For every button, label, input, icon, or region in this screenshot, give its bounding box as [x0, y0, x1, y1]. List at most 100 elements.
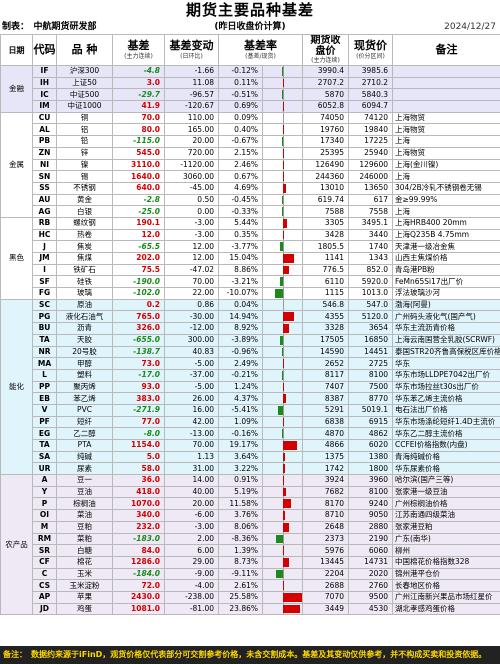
rate-bar-axis: [282, 113, 284, 123]
spot-cell: 4530: [348, 602, 393, 616]
table-row: SA 纯碱 5.0 1.13 3.64% 1375 1380 青海纯碱价格: [1, 450, 500, 464]
name-cell: 苯乙烯: [56, 392, 113, 405]
header-rate: 基差率 (基差/现货): [218, 34, 303, 66]
table-row: L 塑料 -17.0 -37.00 -0.21% 8117 8100 华东市场LLDPE704…: [1, 368, 500, 382]
futures-cell: 4355: [302, 310, 349, 324]
basis-cell: -17.0: [112, 368, 165, 382]
name-cell: 豆粕: [56, 520, 113, 534]
note-cell: 广东(南华): [392, 532, 500, 546]
change-cell: 16.00: [164, 403, 219, 417]
rate-bar-cell: [262, 368, 303, 382]
futures-cell: 8170: [302, 497, 349, 511]
rate-bar-cell: [262, 228, 303, 242]
rate-bar-cell: [262, 497, 303, 511]
basis-cell: 340.0: [112, 509, 165, 522]
rate-cell: 0.09%: [218, 111, 263, 125]
table-row: V PVC -271.9 16.00 -5.41% 5291 5019.1 电石法出厂价格: [1, 403, 500, 417]
rate-cell: -10.07%: [218, 287, 263, 300]
basis-cell: 41.9: [112, 100, 165, 113]
rate-cell: 0.11%: [218, 76, 263, 90]
basis-cell: 1640.0: [112, 170, 165, 183]
note-cell: 华东市场拉丝t30s出厂价: [392, 380, 500, 394]
code-cell: AU: [32, 193, 57, 207]
code-cell: CU: [32, 111, 57, 125]
basis-cell: 640.0: [112, 181, 165, 195]
basis-cell: -8.0: [112, 427, 165, 440]
header-change: 基差变动 (日环比): [164, 34, 219, 66]
spot-cell: 13650: [348, 181, 393, 195]
table-row: CS 玉米淀粉 72.0 -4.00 2.61% 2688 2760 长春地区价格: [1, 579, 500, 592]
rate-bar-cell: [262, 403, 303, 417]
rate-bar-cell: [262, 88, 303, 102]
futures-cell: 14590: [302, 345, 349, 359]
basis-table: 日期 代码 品 种 基差 (主力连续) 基差变动 (日环比) 基差率 (基差/现货) …: [0, 34, 500, 616]
change-cell: 26.00: [164, 392, 219, 405]
rate-bar: [282, 218, 287, 228]
note-cell: 上海: [392, 170, 500, 183]
spot-cell: 5019.1: [348, 403, 393, 417]
spot-cell: 5120.0: [348, 310, 393, 324]
rate-bar-cell: [262, 520, 303, 534]
change-cell: 31.00: [164, 462, 219, 476]
basis-cell: 3110.0: [112, 158, 165, 172]
spot-cell: 25940: [348, 146, 393, 160]
name-cell: 棉花: [56, 555, 113, 569]
spot-cell: 2760: [348, 579, 393, 592]
code-cell: CS: [32, 579, 57, 592]
basis-cell: 1081.0: [112, 602, 165, 616]
name-cell: 豆油: [56, 485, 113, 499]
rate-bar-axis: [282, 206, 284, 217]
rate-bar: [282, 487, 287, 497]
basis-cell: -183.0: [112, 532, 165, 546]
table-row: AL 铝 80.0 165.00 0.40% 19760 19840 上海物贸: [1, 123, 500, 137]
futures-cell: 3428: [302, 228, 349, 242]
name-cell: 不锈钢: [56, 181, 113, 195]
futures-cell: 3328: [302, 322, 349, 335]
rate-bar: [282, 312, 294, 322]
table-row: M 豆粕 232.0 -3.00 8.06% 2648 2880 张家港豆粕: [1, 520, 500, 534]
code-cell: J: [32, 240, 57, 253]
change-cell: 0.50: [164, 193, 219, 207]
rate-bar: [282, 546, 284, 555]
rate-bar: [282, 172, 283, 181]
code-cell: SR: [32, 544, 57, 557]
spot-cell: 3985.6: [348, 65, 393, 78]
note-cell: 青岛港PB粉: [392, 263, 500, 277]
code-cell: TA: [32, 333, 57, 347]
code-cell: PG: [32, 310, 57, 324]
futures-cell: 7588: [302, 205, 349, 218]
table-row: SN 锡 1640.0 3060.00 0.67% 244360 246000 上海: [1, 170, 500, 183]
futures-cell: 126490: [302, 158, 349, 172]
rate-bar-cell: [262, 380, 303, 394]
rate-bar-axis: [282, 195, 284, 205]
futures-cell: 13010: [302, 181, 349, 195]
futures-cell: 6110: [302, 275, 349, 289]
futures-cell: 2204: [302, 567, 349, 581]
note-cell: 华东市场LLDPE7042出厂价: [392, 368, 500, 382]
note-cell: 山西主焦煤价格: [392, 252, 500, 265]
rate-bar: [282, 581, 285, 590]
futures-cell: 6838: [302, 415, 349, 429]
code-cell: SN: [32, 170, 57, 183]
code-cell: SC: [32, 298, 57, 312]
table-row: NR 20号胶 -138.7 40.83 -0.96% 14590 14451 泰国STR20…: [1, 345, 500, 359]
code-cell: RB: [32, 216, 57, 230]
spot-cell: 3654: [348, 322, 393, 335]
spot-cell: 129600: [348, 158, 393, 172]
note-cell: 上海: [392, 135, 500, 148]
futures-cell: 74050: [302, 111, 349, 125]
name-cell: 玉米: [56, 567, 113, 581]
table-row: UR 尿素 58.0 31.00 3.22% 1742 1800 华东尿素价格: [1, 462, 500, 476]
spot-cell: 852.0: [348, 263, 393, 277]
spot-cell: 2190: [348, 532, 393, 546]
spot-cell: 9050: [348, 509, 393, 522]
code-cell: HC: [32, 228, 57, 242]
table-row: 黑色 RB 螺纹钢 190.1 -3.00 5.44% 3305 3495.1 上海HRB400…: [0, 216, 500, 300]
rate-bar-cell: [262, 509, 303, 522]
change-cell: 3060.00: [164, 170, 219, 183]
note-cell: 江苏南通四级菜油: [392, 509, 500, 522]
name-cell: 豆一: [56, 474, 113, 487]
basis-cell: 58.0: [112, 462, 165, 476]
code-cell: CF: [32, 555, 57, 569]
rate-bar: [279, 242, 283, 251]
